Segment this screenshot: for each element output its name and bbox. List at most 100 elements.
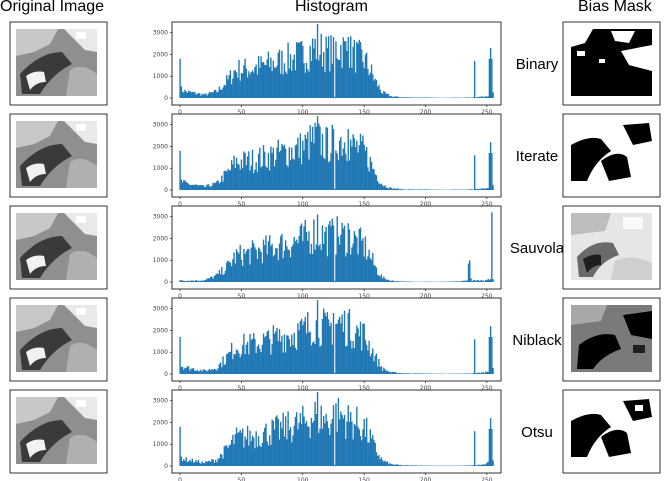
histogram-bar <box>379 276 381 282</box>
histogram-bar <box>292 345 294 374</box>
histogram-bar <box>291 246 293 282</box>
histogram-bar <box>408 373 411 374</box>
histogram-bar <box>332 313 335 374</box>
histogram-bar <box>254 169 256 190</box>
histogram-bar <box>352 439 354 466</box>
histogram-bar <box>404 189 406 190</box>
histogram-bar <box>487 371 489 374</box>
histogram-bar <box>259 248 261 282</box>
histogram-bar <box>185 457 187 466</box>
histogram-bar <box>280 236 282 282</box>
histogram-bar <box>243 151 245 190</box>
histogram-bar <box>187 280 190 282</box>
histogram-bar <box>212 369 214 374</box>
histogram-bar <box>351 67 353 98</box>
histogram-bar <box>211 369 213 374</box>
histogram-bar <box>284 71 287 98</box>
histogram-bar <box>374 78 376 98</box>
histogram-bar <box>240 73 243 98</box>
histogram-bar <box>487 188 489 190</box>
histogram-bar <box>353 231 356 282</box>
histogram-bar <box>394 188 396 190</box>
histogram-bar <box>480 96 482 98</box>
histogram-bar <box>262 431 265 466</box>
histogram-bar <box>254 247 256 282</box>
histogram-bar <box>240 159 243 190</box>
histogram-bar <box>190 461 192 466</box>
histogram-bar <box>347 405 349 466</box>
histogram-bar <box>228 445 230 466</box>
histogram-bar <box>413 97 416 98</box>
histogram-bar <box>293 54 295 98</box>
histogram-bar <box>259 67 261 98</box>
histogram-bar <box>381 370 384 374</box>
histogram-bar <box>287 249 289 282</box>
histogram-bar <box>310 141 313 190</box>
histogram-bar <box>214 89 217 98</box>
histogram-bar <box>334 188 336 190</box>
x-tick-label: 100 <box>297 477 309 481</box>
histogram-bar <box>469 260 471 282</box>
histogram-bar <box>331 124 333 190</box>
histogram-bar <box>282 258 284 282</box>
histogram-bar <box>310 60 313 98</box>
histogram-bar <box>235 427 238 466</box>
histogram-bar <box>294 416 297 466</box>
histogram-bar <box>190 92 192 98</box>
histogram-bar <box>311 342 314 374</box>
histogram-bar <box>329 326 331 374</box>
histogram-bar <box>418 189 421 190</box>
histogram-bar <box>205 93 207 98</box>
histogram-bar <box>256 258 259 282</box>
histogram-bar <box>390 96 392 98</box>
histogram-bar <box>345 153 347 190</box>
y-tick-label: 0 <box>164 95 168 102</box>
histogram-bar <box>254 448 256 466</box>
x-tick-label: 0 <box>178 477 182 481</box>
histogram-bar <box>259 445 261 466</box>
histogram-bar <box>427 97 429 98</box>
histogram-bar <box>184 280 186 282</box>
histogram-bar <box>476 372 478 374</box>
histogram-bar <box>221 266 223 282</box>
histogram-bar <box>402 373 405 374</box>
histogram-bar <box>473 339 476 374</box>
histogram-bar <box>388 188 390 190</box>
histogram-bar <box>391 96 394 98</box>
histogram-bar <box>346 421 348 466</box>
histogram-bar <box>305 138 308 190</box>
histogram-bar <box>197 280 200 282</box>
histogram-bar <box>323 243 325 282</box>
histogram-bar <box>379 459 381 466</box>
histogram-bar <box>297 323 299 374</box>
histogram-bar <box>384 91 386 98</box>
histogram-bar <box>205 279 207 282</box>
histogram-bar <box>486 188 488 190</box>
histogram-bar <box>234 70 236 98</box>
histogram-bar <box>314 343 316 374</box>
histogram-bar <box>336 431 338 466</box>
histogram-bar <box>316 24 319 98</box>
histogram-bar <box>205 370 207 374</box>
histogram-bar <box>324 72 326 98</box>
histogram-bar <box>429 97 432 98</box>
histogram-bar <box>212 182 214 190</box>
histogram-bar <box>423 97 426 98</box>
histogram-bar <box>180 86 182 98</box>
histogram-bar <box>489 326 492 374</box>
histogram-bar <box>321 428 324 466</box>
x-tick-label: 50 <box>238 385 246 392</box>
histogram-bar <box>294 145 297 190</box>
histogram-bar <box>481 464 483 466</box>
row-iterate: 0 1000 2000 3000 0 50 100 150 200 250 Iterate <box>9 113 661 208</box>
histogram-bar <box>338 140 341 190</box>
histogram-bar <box>318 432 320 466</box>
histogram-bar <box>341 314 343 374</box>
histogram-bar <box>492 367 494 374</box>
histogram-bar <box>189 185 191 190</box>
x-tick-label: 250 <box>481 385 493 392</box>
histogram-bar <box>388 464 390 466</box>
histogram-bar <box>287 42 289 98</box>
histogram-bar <box>308 71 310 98</box>
histogram-bar <box>271 152 273 190</box>
